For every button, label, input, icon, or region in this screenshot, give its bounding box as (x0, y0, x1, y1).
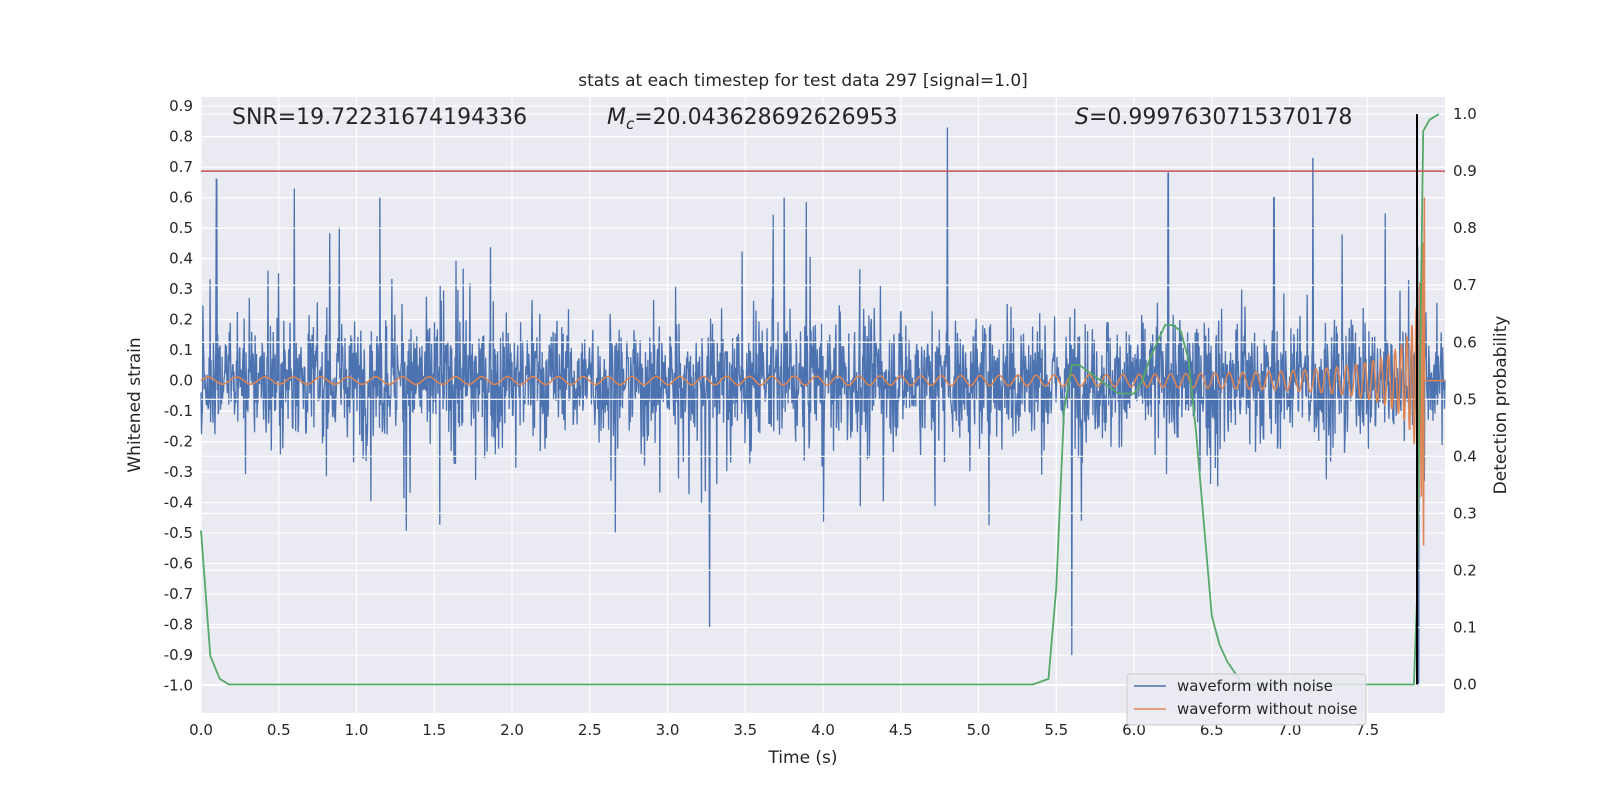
x-tick-label: 1.5 (422, 721, 446, 739)
y-tick-label: 0.1 (169, 341, 193, 359)
legend: waveform with noise waveform without noi… (1126, 673, 1367, 726)
y-tick-label: 0.0 (169, 372, 193, 390)
y-axis-right-label: Detection probability (1491, 316, 1511, 495)
y-tick-label: -0.7 (164, 585, 193, 603)
x-tick-label: 0.0 (189, 721, 213, 739)
y-tick-label: 0.5 (169, 219, 193, 237)
series-waveform-with-noise (200, 127, 1446, 686)
x-tick-label: 3.0 (656, 721, 680, 739)
y-right-tick-label: 0.1 (1453, 618, 1477, 636)
y-tick-label: 0.6 (169, 189, 193, 207)
probability-line (200, 113, 1440, 686)
x-tick-label: 2.0 (500, 721, 524, 739)
y-tick-label: -0.8 (164, 616, 193, 634)
y-tick-label: -0.4 (164, 494, 193, 512)
signal-line (200, 197, 1445, 546)
y-axis-ticks: 0.9 0.8 0.7 0.6 0.5 0.4 0.3 0.2 0.1 0.0 -0.1 -0.2 -0… (164, 97, 193, 694)
x-tick-label: 3.5 (733, 721, 757, 739)
y-right-tick-label: 0.9 (1453, 162, 1477, 180)
y-right-tick-label: 0.5 (1453, 390, 1477, 408)
x-tick-label: 0.5 (267, 721, 291, 739)
x-tick-label: 4.5 (889, 721, 913, 739)
series-detection-probability (200, 113, 1440, 686)
x-tick-label: 5.0 (967, 721, 991, 739)
y-right-tick-label: 0.6 (1453, 333, 1477, 351)
y-tick-label: 0.2 (169, 311, 193, 329)
y-right-tick-label: 0.7 (1453, 276, 1477, 294)
y-right-tick-label: 0.8 (1453, 219, 1477, 237)
y-tick-label: -0.5 (164, 524, 193, 542)
chart-title: stats at each timestep for test data 297… (578, 71, 1028, 91)
noise-line (200, 127, 1446, 686)
score-value: =0.9997630715370178 (1089, 105, 1352, 130)
reference-lines (201, 114, 1445, 685)
y-tick-label: 0.3 (169, 280, 193, 298)
y-tick-label: 0.7 (169, 158, 193, 176)
y-tick-label: -0.2 (164, 433, 193, 451)
score-symbol: S (1075, 105, 1089, 130)
y-tick-label: -0.3 (164, 463, 193, 481)
y-tick-label: 0.8 (169, 128, 193, 146)
y-right-tick-label: 0.0 (1453, 675, 1477, 693)
score-annotation: S=0.9997630715370178 (1075, 105, 1352, 130)
y-tick-label: -0.9 (164, 646, 193, 664)
snr-annotation: SNR=19.72231674194336 (232, 105, 527, 130)
y-tick-label: -0.6 (164, 555, 193, 573)
x-tick-label: 4.0 (811, 721, 835, 739)
y-right-tick-label: 1.0 (1453, 105, 1477, 123)
y-tick-label: 0.4 (169, 250, 193, 268)
chirp-mass-value: =20.043628692626953 (634, 105, 897, 130)
y-tick-label: -1.0 (164, 677, 193, 695)
legend-label-noise: waveform with noise (1177, 677, 1333, 695)
x-axis-label: Time (s) (767, 748, 837, 768)
y-axis-right-ticks: 1.0 0.9 0.8 0.7 0.6 0.5 0.4 0.3 0.2 0.1 0.0 (1453, 105, 1477, 693)
x-tick-label: 5.5 (1044, 721, 1068, 739)
y-right-tick-label: 0.3 (1453, 504, 1477, 522)
y-tick-label: -0.1 (164, 402, 193, 420)
legend-box (1126, 673, 1367, 726)
series-waveform-without-noise (200, 197, 1445, 546)
x-tick-label: 2.5 (578, 721, 602, 739)
chirp-mass-subscript: c (626, 115, 635, 133)
chirp-mass-annotation: Mc=20.043628692626953 (607, 105, 898, 133)
y-axis-label: Whitened strain (125, 337, 145, 472)
y-right-tick-label: 0.4 (1453, 447, 1477, 465)
legend-label-signal: waveform without noise (1177, 700, 1357, 718)
chirp-mass-symbol: M (607, 105, 626, 130)
y-right-tick-label: 0.2 (1453, 561, 1477, 579)
y-tick-label: 0.9 (169, 97, 193, 115)
x-tick-label: 1.0 (345, 721, 369, 739)
